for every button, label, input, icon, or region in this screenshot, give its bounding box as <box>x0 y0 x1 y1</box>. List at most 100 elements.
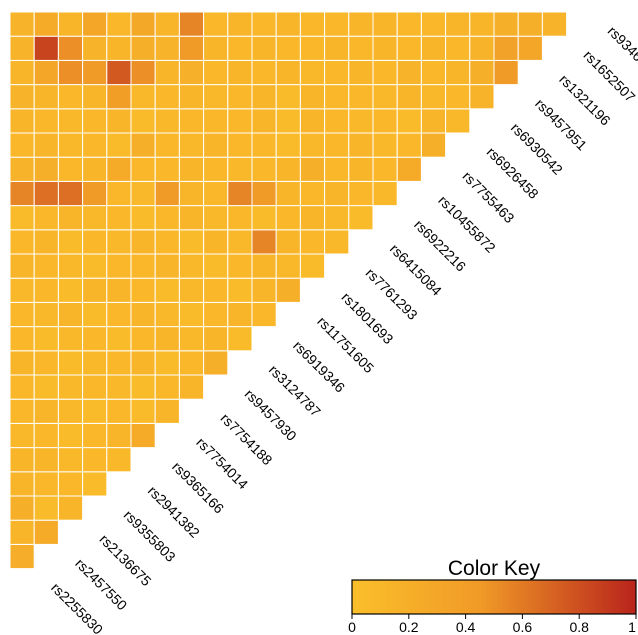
heatmap-cell <box>9 180 35 207</box>
heatmap-cell <box>33 11 59 37</box>
heatmap-cell <box>33 156 59 182</box>
heatmap-cell <box>82 180 108 207</box>
heatmap-cell <box>299 253 326 279</box>
heatmap-cell <box>106 35 132 61</box>
color-key-tick-label: 0.2 <box>399 619 419 635</box>
heatmap-cell <box>130 277 156 303</box>
heatmap-cell <box>178 156 205 182</box>
heatmap-cell <box>178 374 205 400</box>
heatmap-cell <box>178 35 205 61</box>
heatmap-cell <box>130 84 156 110</box>
heatmap-cell <box>178 205 205 231</box>
heatmap-cell <box>154 84 180 110</box>
heatmap-cell <box>178 277 205 303</box>
heatmap-cell <box>9 495 35 521</box>
heatmap-cell <box>106 229 132 255</box>
heatmap-cell <box>324 59 350 86</box>
heatmap-cell <box>154 205 180 231</box>
heatmap-cell <box>324 84 350 110</box>
heatmap-cell <box>33 35 59 61</box>
heatmap-cell <box>275 180 301 207</box>
heatmap-cell <box>348 108 374 134</box>
heatmap-cell <box>154 180 180 207</box>
heatmap-cell <box>275 156 301 182</box>
heatmap-cell <box>372 11 398 37</box>
heatmap-cell <box>9 156 35 182</box>
heatmap-cell <box>82 132 108 158</box>
heatmap-cell <box>469 59 495 86</box>
color-key: Color Key 0 0.2 0.4 0.6 0.8 1 <box>348 557 637 635</box>
heatmap-cell <box>9 35 35 61</box>
heatmap-cell <box>227 277 253 303</box>
heatmap-cell <box>251 301 277 328</box>
heatmap-cell <box>82 156 108 182</box>
heatmap-cell <box>203 277 229 303</box>
heatmap-cell <box>57 326 84 352</box>
heatmap-cell <box>445 108 471 134</box>
heatmap-cell <box>154 35 180 61</box>
heatmap-cell <box>82 277 108 303</box>
heatmap-cell <box>106 156 132 182</box>
heatmap-cell <box>82 471 108 497</box>
heatmap-cell <box>275 35 301 61</box>
heatmap-cell <box>9 422 35 449</box>
heatmap-cell <box>227 59 253 86</box>
heatmap-cell <box>299 11 326 37</box>
heatmap-cell <box>57 156 84 182</box>
heatmap-cell <box>130 253 156 279</box>
heatmap-cell <box>299 108 326 134</box>
heatmap-cell <box>9 374 35 400</box>
heatmap-cell <box>9 543 35 570</box>
heatmap-cell <box>203 132 229 158</box>
heatmap-cell <box>154 11 180 37</box>
heatmap-cell <box>57 447 84 473</box>
heatmap-cell <box>57 132 84 158</box>
heatmap-cell <box>82 301 108 328</box>
heatmap-cell <box>57 84 84 110</box>
heatmap-cell <box>517 11 543 37</box>
heatmap-cell <box>57 205 84 231</box>
heatmap-cell <box>57 398 84 424</box>
heatmap-cell <box>251 253 277 279</box>
heatmap-cell <box>154 374 180 400</box>
heatmap-cell <box>9 11 35 37</box>
heatmap-cell <box>82 11 108 37</box>
heatmap-cell <box>227 84 253 110</box>
heatmap-cell <box>227 35 253 61</box>
heatmap-cell <box>420 35 447 61</box>
heatmap-cell <box>251 205 277 231</box>
heatmap-cell <box>130 350 156 376</box>
heatmap-cell <box>82 374 108 400</box>
heatmap-cell <box>57 374 84 400</box>
heatmap-cell <box>82 326 108 352</box>
heatmap-cell <box>324 156 350 182</box>
heatmap-cell <box>203 11 229 37</box>
heatmap-cell <box>82 350 108 376</box>
heatmap-cell <box>106 205 132 231</box>
heatmap-cell <box>9 205 35 231</box>
heatmap-cell <box>154 108 180 134</box>
heatmap-cell <box>203 108 229 134</box>
heatmap-cell <box>420 11 447 37</box>
heatmap-cell <box>299 180 326 207</box>
heatmap-cell <box>178 326 205 352</box>
heatmap-cell <box>33 519 59 545</box>
heatmap-cell <box>178 132 205 158</box>
heatmap-cell <box>251 156 277 182</box>
heatmap-cell <box>130 326 156 352</box>
heatmap-cell <box>348 11 374 37</box>
heatmap-cell <box>203 253 229 279</box>
heatmap-cell <box>57 301 84 328</box>
color-key-bar <box>351 579 637 615</box>
heatmap-cell <box>251 180 277 207</box>
heatmap-cell <box>493 35 519 61</box>
heatmap-cell <box>275 253 301 279</box>
heatmap-cell <box>57 11 84 37</box>
heatmap-cell <box>227 229 253 255</box>
heatmap-cell <box>57 471 84 497</box>
heatmap-cell <box>33 350 59 376</box>
heatmap-cell <box>324 35 350 61</box>
heatmap-cell <box>178 59 205 86</box>
heatmap-cell <box>57 277 84 303</box>
color-key-tick-label: 1 <box>628 619 636 635</box>
